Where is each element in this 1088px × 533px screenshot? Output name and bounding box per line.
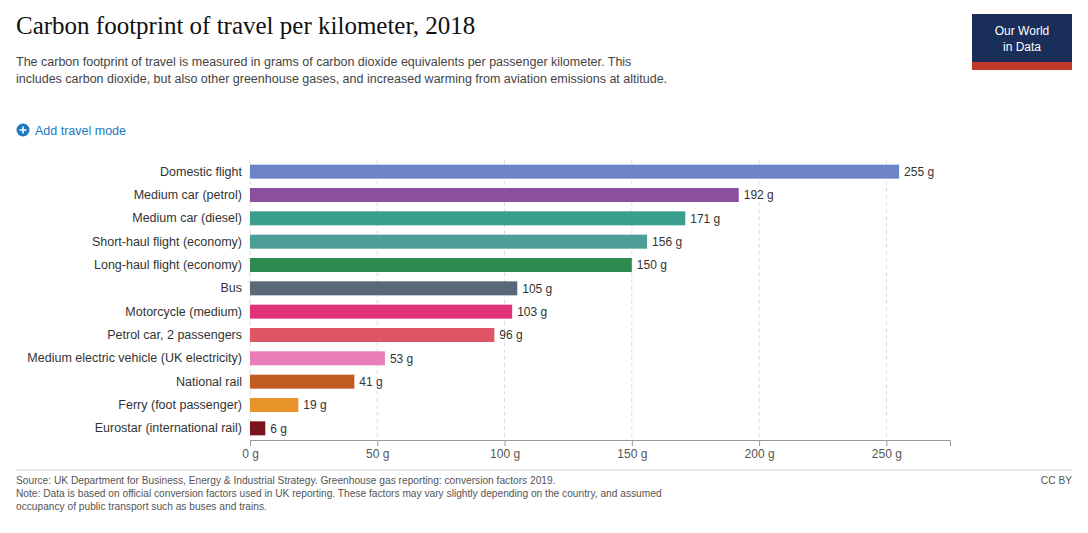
- grid-line: [886, 160, 887, 440]
- x-tick-label: 200 g: [745, 447, 775, 461]
- bar: [250, 258, 632, 272]
- plot: 255 g 192 g 171 g 156 g 150 g 105 g 103 g 96 g 5…: [27, 160, 950, 461]
- subtitle-line: includes carbon dioxide, but also other …: [16, 72, 667, 86]
- add-travel-mode-text: Add travel mode: [35, 124, 126, 138]
- x-tick: 100 g: [490, 440, 520, 461]
- y-tick-label: Medium car (diesel): [132, 211, 242, 225]
- x-tick-label: 50 g: [366, 447, 389, 461]
- x-tick: 250 g: [872, 440, 902, 461]
- bar: [250, 421, 265, 435]
- x-tick-line: [886, 440, 887, 446]
- x-tick-line: [505, 440, 506, 446]
- bar: [250, 375, 354, 389]
- data-label: 156 g: [652, 235, 682, 249]
- logo-underline: [972, 62, 1072, 70]
- data-label: 53 g: [390, 352, 413, 366]
- data-label: 255 g: [904, 165, 934, 179]
- logo: Our World in Data: [972, 14, 1072, 70]
- y-tick-label: Domestic flight: [160, 165, 242, 179]
- x-axis-line: [251, 441, 951, 447]
- y-tick: Ferry (foot passenger): [118, 398, 250, 412]
- x-tick: 50 g: [366, 440, 389, 461]
- add-icon-plus: [20, 127, 27, 134]
- source: Source: UK Department for Business, Ener…: [16, 475, 662, 512]
- y-tick: Petrol car, 2 passengers: [107, 328, 250, 342]
- x-tick-line: [250, 440, 251, 446]
- subtitle-line: The carbon footprint of travel is measur…: [16, 55, 631, 69]
- y-tick: Medium car (petrol): [134, 188, 250, 202]
- x-tick: 150 g: [617, 440, 647, 461]
- add-icon: [17, 124, 30, 137]
- x-tick: 200 g: [745, 440, 775, 461]
- x-tick-label: 100 g: [490, 447, 520, 461]
- bar: [250, 165, 899, 179]
- bar: [250, 305, 512, 319]
- y-tick-label: Bus: [220, 281, 242, 295]
- logo-text-line: Our World: [995, 24, 1049, 38]
- y-tick-label: Motorcycle (medium): [125, 305, 242, 319]
- y-tick: Eurostar (international rail): [95, 421, 250, 435]
- data-label: 192 g: [744, 188, 774, 202]
- bar: [250, 211, 685, 225]
- x-tick-line: [632, 440, 633, 446]
- y-tick: Long-haul flight (economy): [94, 258, 250, 272]
- y-tick-label: Short-haul flight (economy): [92, 235, 242, 249]
- data-label: 105 g: [522, 282, 552, 296]
- y-tick: Bus: [220, 281, 250, 295]
- y-tick: Domestic flight: [160, 165, 250, 179]
- data-label: 171 g: [690, 212, 720, 226]
- x-tick-label: 150 g: [617, 447, 647, 461]
- x-tick-line: [377, 440, 378, 446]
- footer-separator: [16, 470, 1072, 471]
- grid: [250, 160, 886, 440]
- data-label: 96 g: [499, 328, 522, 342]
- data-label: 6 g: [270, 422, 287, 436]
- title: Carbon footprint of travel per kilometer…: [16, 12, 475, 39]
- bar: [250, 398, 298, 412]
- x-tick-label: 250 g: [872, 447, 902, 461]
- y-tick: Medium car (diesel): [132, 211, 250, 225]
- y-tick-label: Long-haul flight (economy): [94, 258, 242, 272]
- bar: [250, 328, 494, 342]
- y-tick: Medium electric vehicle (UK electricity): [27, 351, 250, 365]
- chart-root: Carbon footprint of travel per kilometer…: [0, 0, 1088, 533]
- bar: [250, 235, 647, 249]
- bar: [250, 281, 517, 295]
- bars: [250, 165, 899, 436]
- subtitle: The carbon footprint of travel is measur…: [16, 55, 667, 86]
- x-axis: 0 g 50 g 100 g 150 g 200 g 250 g: [242, 440, 950, 461]
- bar: [250, 188, 739, 202]
- y-axis: Domestic flight Medium car (petrol) Medium…: [27, 165, 250, 436]
- x-tick-line: [759, 440, 760, 446]
- data-label: 150 g: [637, 258, 667, 272]
- y-tick: Motorcycle (medium): [125, 305, 250, 319]
- y-tick-label: Medium electric vehicle (UK electricity): [27, 351, 242, 365]
- y-tick: Short-haul flight (economy): [92, 235, 250, 249]
- source-line: Source: UK Department for Business, Ener…: [16, 475, 555, 486]
- y-tick-label: Ferry (foot passenger): [118, 398, 242, 412]
- y-tick-label: Petrol car, 2 passengers: [107, 328, 242, 342]
- license: CC BY: [1041, 475, 1072, 486]
- add-travel-mode[interactable]: Add travel mode: [17, 124, 127, 138]
- source-line: Note: Data is based on official conversi…: [16, 488, 662, 499]
- data-label: 19 g: [303, 398, 326, 412]
- y-tick-label: Eurostar (international rail): [95, 421, 242, 435]
- x-tick: 0 g: [242, 440, 259, 461]
- source-line: occupancy of public transport such as bu…: [16, 501, 267, 512]
- y-tick-label: National rail: [176, 375, 242, 389]
- data-label: 103 g: [517, 305, 547, 319]
- data-labels: 255 g 192 g 171 g 156 g 150 g 105 g 103 g 96 g 5…: [270, 165, 934, 436]
- bar: [250, 351, 385, 365]
- logo-text-line: in Data: [1003, 40, 1041, 54]
- logo-text: Our World in Data: [995, 24, 1049, 54]
- logo-box: [972, 14, 1072, 62]
- y-tick: National rail: [176, 375, 250, 389]
- x-tick-label: 0 g: [242, 447, 259, 461]
- y-tick-label: Medium car (petrol): [134, 188, 242, 202]
- data-label: 41 g: [359, 375, 382, 389]
